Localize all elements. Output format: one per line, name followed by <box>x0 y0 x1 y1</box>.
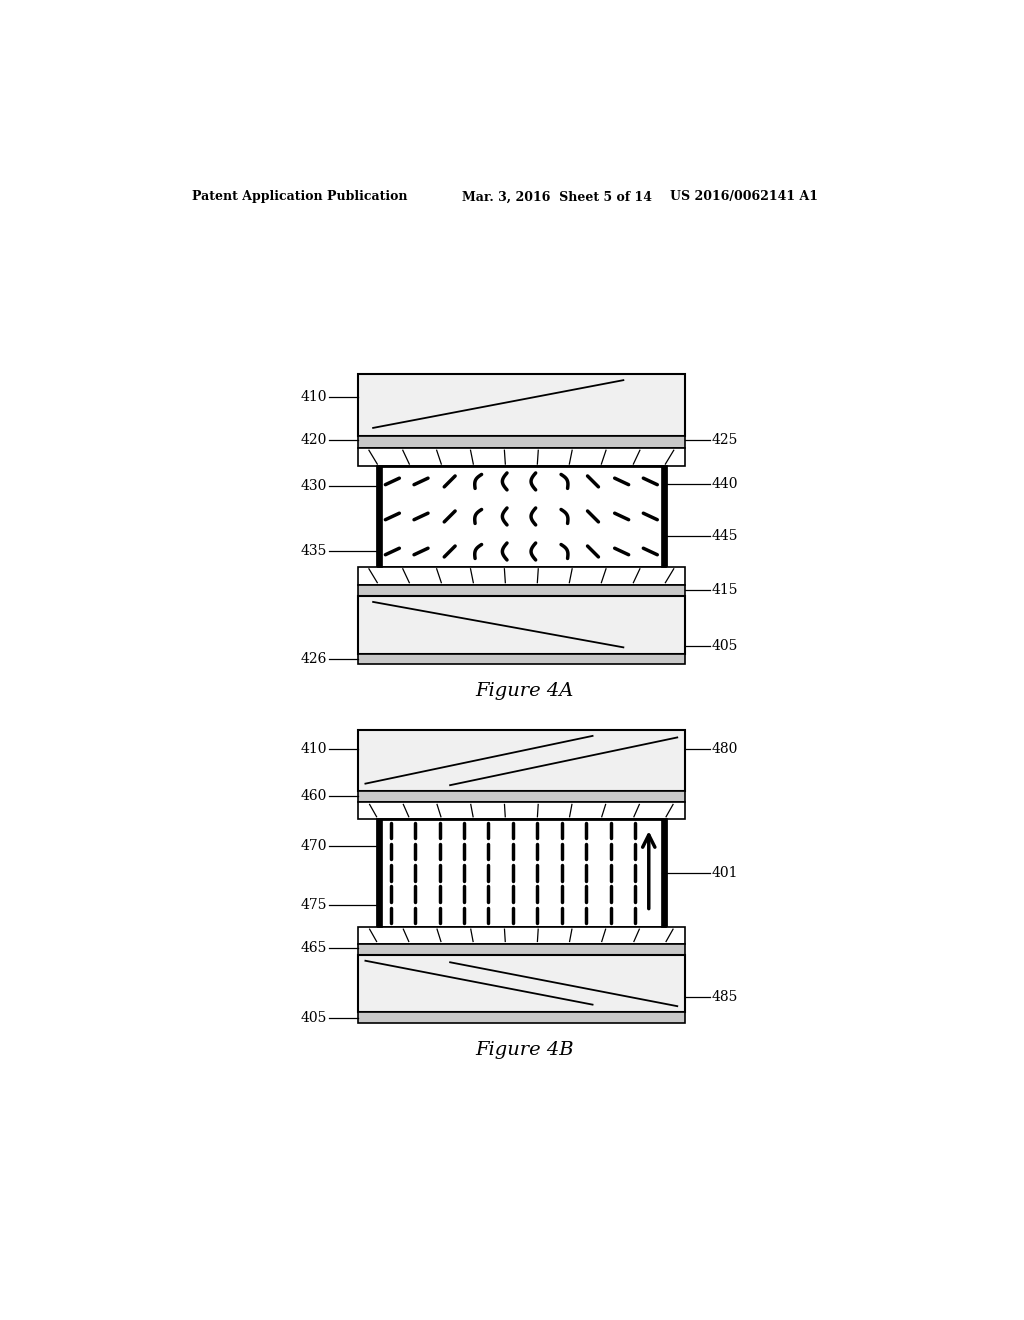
Bar <box>662 466 666 566</box>
Text: 410: 410 <box>300 391 327 404</box>
Text: 470: 470 <box>300 840 327 853</box>
Bar <box>357 595 685 653</box>
Bar <box>377 466 382 566</box>
Text: 485: 485 <box>712 990 738 1005</box>
Text: 440: 440 <box>712 478 738 491</box>
Text: 426: 426 <box>300 652 327 665</box>
Text: 405: 405 <box>712 639 738 653</box>
Bar <box>357 954 685 1012</box>
Bar <box>357 585 685 595</box>
Bar <box>357 436 685 447</box>
Bar <box>357 944 685 954</box>
Bar <box>357 927 685 944</box>
Bar <box>662 818 666 927</box>
Text: 480: 480 <box>712 742 738 756</box>
Text: 401: 401 <box>712 866 738 880</box>
Text: 460: 460 <box>300 789 327 803</box>
Text: 405: 405 <box>300 1011 327 1024</box>
Bar <box>377 818 666 927</box>
Bar <box>357 1012 685 1023</box>
Bar <box>357 803 685 818</box>
Text: 475: 475 <box>300 899 327 912</box>
Text: 425: 425 <box>712 433 738 447</box>
Bar <box>357 653 685 664</box>
Text: 430: 430 <box>300 479 327 494</box>
Bar <box>357 374 685 436</box>
Bar <box>357 730 685 792</box>
Text: Patent Application Publication: Patent Application Publication <box>193 190 408 203</box>
Text: Figure 4B: Figure 4B <box>475 1041 574 1059</box>
Text: 415: 415 <box>712 582 738 597</box>
Text: 420: 420 <box>300 433 327 447</box>
Text: Figure 4A: Figure 4A <box>475 682 574 700</box>
Bar <box>357 566 685 585</box>
Text: US 2016/0062141 A1: US 2016/0062141 A1 <box>670 190 817 203</box>
Text: 465: 465 <box>300 941 327 956</box>
Bar <box>377 466 666 566</box>
Bar <box>377 818 382 927</box>
Bar <box>357 447 685 466</box>
Bar <box>357 792 685 803</box>
Text: 410: 410 <box>300 742 327 756</box>
Text: Mar. 3, 2016  Sheet 5 of 14: Mar. 3, 2016 Sheet 5 of 14 <box>462 190 651 203</box>
Text: 445: 445 <box>712 529 738 544</box>
Text: 435: 435 <box>300 544 327 558</box>
